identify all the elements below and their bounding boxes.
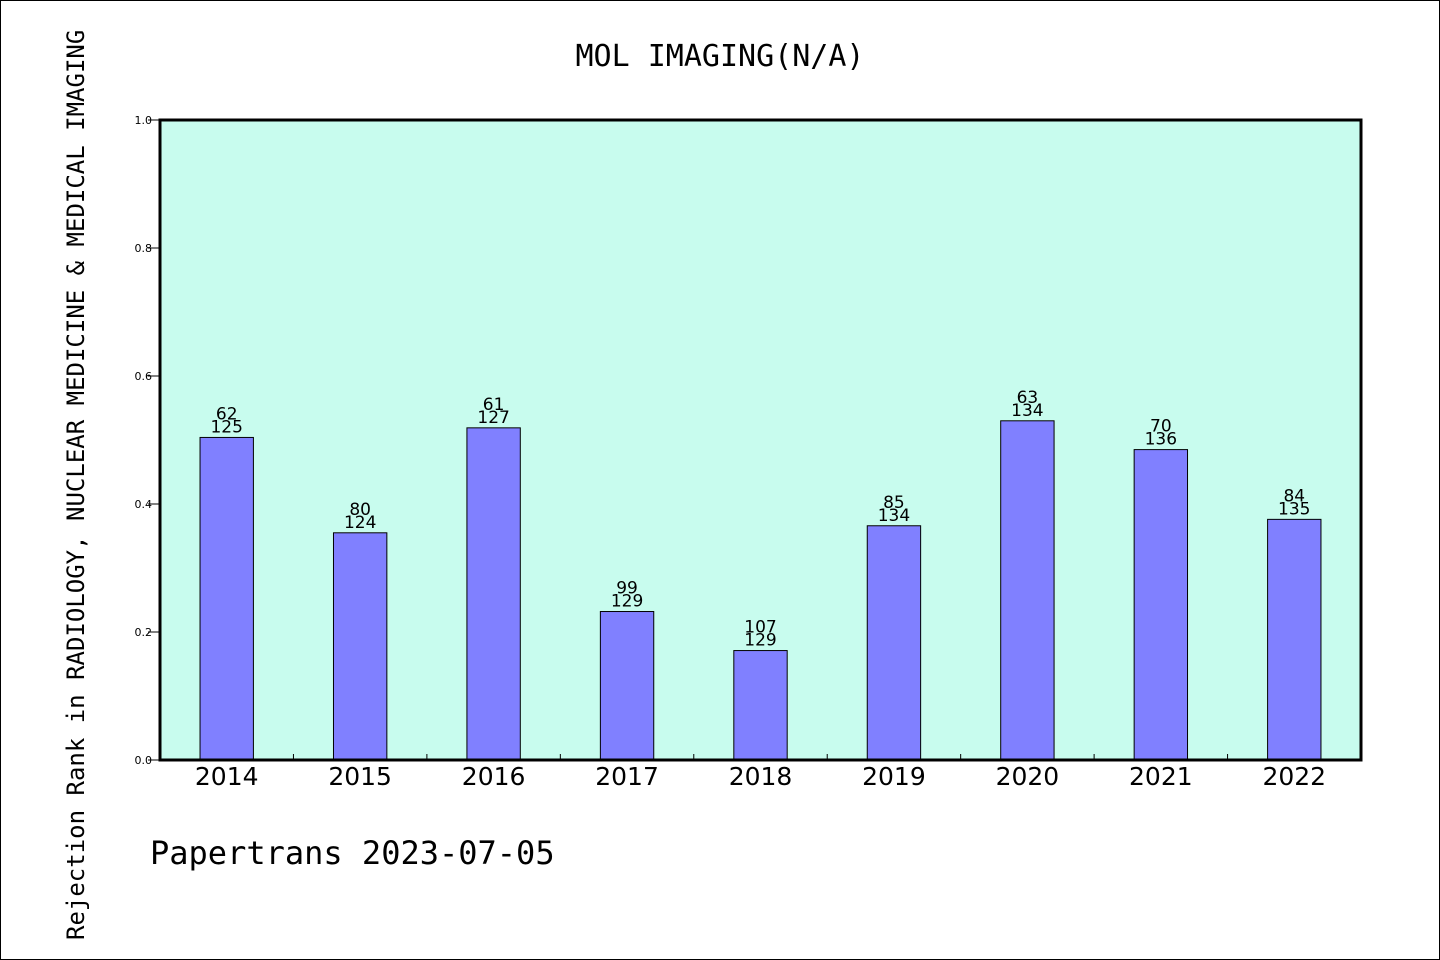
bars-group (199, 420, 1322, 761)
plot-border (158, 118, 1363, 762)
y-axis-label: Rejection Rank in RADIOLOGY, NUCLEAR MED… (62, 30, 90, 940)
bar-label-top-2015: 80 (349, 500, 371, 520)
bar-label-bottom-2015: 124 (344, 513, 376, 533)
bar-label-top-2014: 62 (216, 404, 238, 424)
bar-label-bottom-2017: 129 (611, 592, 643, 612)
bar-label-bottom-2019: 134 (878, 506, 910, 526)
y-tick-label: 1.0 (135, 114, 153, 127)
bar-label-top-2020: 63 (1017, 388, 1039, 408)
bar-label-bottom-2020: 134 (1011, 401, 1043, 421)
x-tick-label-2022: 2022 (1262, 762, 1326, 791)
bar-label-top-2021: 70 (1150, 417, 1172, 437)
bar-2014 (199, 436, 254, 761)
x-ticks-group: 2014 2015 2016 2017 2018 2019 2020 2021 2022 (195, 754, 1326, 791)
bar-labels-group: 6212580124611279912910712985134631347013… (210, 388, 1310, 651)
y-tick-label: 0.0 (135, 754, 153, 767)
bar-2017 (599, 611, 655, 761)
bar-label-bottom-2016: 127 (477, 408, 509, 428)
bar-label-top-2019: 85 (883, 493, 905, 513)
bar-label-bottom-2021: 136 (1145, 430, 1177, 450)
x-tick-label-2014: 2014 (195, 762, 259, 791)
x-tick-label-2017: 2017 (595, 762, 659, 791)
bar-label-bottom-2018: 129 (744, 631, 776, 651)
bar-2018 (733, 650, 788, 761)
y-tick-label: 0.6 (135, 370, 153, 383)
x-tick-label-2015: 2015 (328, 762, 392, 791)
bar-2019 (866, 525, 922, 761)
chart-title: MOL IMAGING(N/A) (576, 39, 865, 74)
bar-label-top-2018: 107 (744, 618, 776, 638)
bar-label-bottom-2022: 135 (1278, 499, 1310, 519)
x-tick-label-2019: 2019 (862, 762, 926, 791)
bar-label-top-2017: 99 (616, 579, 638, 599)
x-tick-label-2021: 2021 (1129, 762, 1193, 791)
y-tick-label: 0.4 (135, 498, 153, 511)
bar-2015 (332, 532, 388, 761)
bar-2021 (1133, 449, 1189, 761)
bar-2020 (1000, 420, 1055, 761)
bar-label-top-2022: 84 (1283, 486, 1305, 506)
y-tick-label: 0.2 (135, 626, 153, 639)
x-tick-label-2020: 2020 (996, 762, 1060, 791)
bar-2016 (466, 427, 521, 761)
bar-label-bottom-2014: 125 (210, 417, 242, 437)
y-tick-label: 0.8 (135, 242, 153, 255)
y-ticks-group: 0.0 0.2 0.4 0.6 0.8 1.0 (135, 114, 160, 767)
bar-2022 (1267, 518, 1322, 761)
bar-label-top-2016: 61 (483, 395, 505, 415)
x-tick-label-2016: 2016 (462, 762, 526, 791)
footer-watermark: Papertrans 2023-07-05 (150, 834, 555, 872)
x-tick-label-2018: 2018 (729, 762, 793, 791)
